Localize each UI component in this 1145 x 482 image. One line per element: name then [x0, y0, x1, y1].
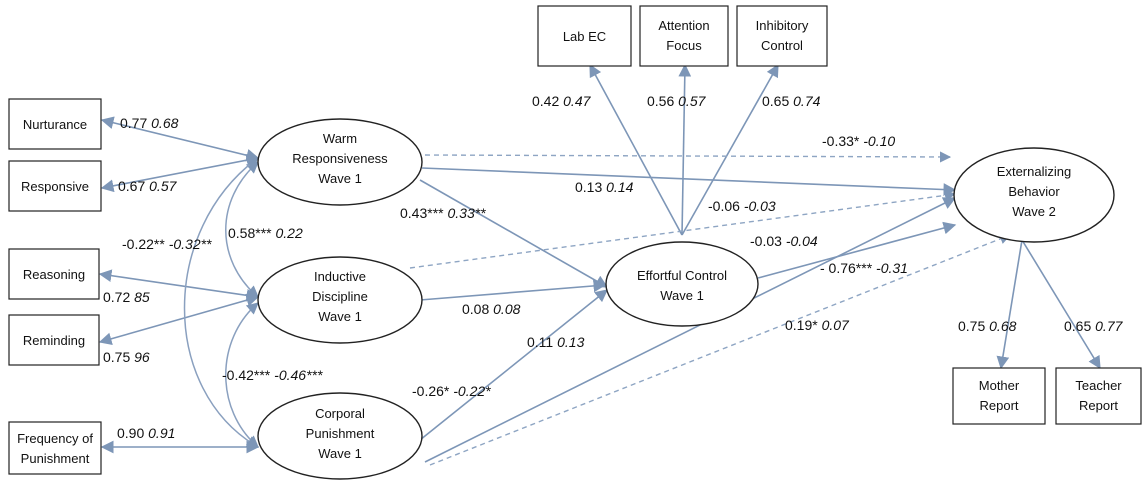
- coef-responsive: 0.67 0.57: [118, 178, 178, 194]
- svg-text:Report: Report: [979, 398, 1018, 413]
- node-corporal-punishment: Corporal Punishment Wave 1: [257, 392, 423, 480]
- coef-warm-ext: 0.13 0.14: [575, 179, 634, 195]
- node-warm-responsiveness: Warm Responsiveness Wave 1: [257, 118, 423, 206]
- inductive-to-reminding-arrow: [98, 294, 260, 345]
- svg-text:Wave 2: Wave 2: [1012, 204, 1056, 219]
- corporal-to-ext-arrow: [424, 197, 957, 463]
- covariance-inductive-corporal: [225, 302, 259, 448]
- svg-text:Mother: Mother: [979, 378, 1020, 393]
- coef-inhibitory-control: 0.65 0.74: [762, 93, 821, 109]
- ext-to-teacher-report-arrow: [1021, 239, 1101, 370]
- svg-text:Punishment: Punishment: [21, 451, 90, 466]
- coef-inductive-ec: 0.08 0.08: [462, 301, 521, 317]
- svg-text:Reasoning: Reasoning: [23, 267, 85, 282]
- svg-text:Warm: Warm: [323, 131, 357, 146]
- svg-text:Wave 1: Wave 1: [660, 288, 704, 303]
- svg-text:Focus: Focus: [666, 38, 702, 53]
- svg-text:Wave 1: Wave 1: [318, 171, 362, 186]
- coef-lab-ec: 0.42 0.47: [532, 93, 592, 109]
- svg-text:Wave 1: Wave 1: [318, 309, 362, 324]
- coef-warm-corporal: -0.22** -0.32**: [122, 236, 212, 252]
- warm-to-nurturance-arrow: [100, 116, 260, 162]
- coef-corporal-ec: -0.26* -0.22*: [412, 383, 491, 399]
- node-effortful-control: Effortful Control Wave 1: [605, 241, 759, 327]
- coef-ec-ext: - 0.76*** -0.31: [820, 260, 908, 276]
- svg-text:Inductive: Inductive: [314, 269, 366, 284]
- node-inhibitory-control: Inhibitory Control: [736, 5, 828, 67]
- svg-text:Teacher: Teacher: [1075, 378, 1122, 393]
- inductive-to-reasoning-arrow: [98, 269, 260, 302]
- ec-to-lab-ec-arrow: [589, 63, 683, 236]
- coef-warm-ec: 0.43*** 0.33**: [400, 205, 486, 221]
- corporal-to-ext-far-dashed-arrow: [429, 233, 1012, 466]
- node-attention-focus: Attention Focus: [639, 5, 729, 67]
- warm-to-ec-arrow: [419, 179, 609, 288]
- node-teacher-report: Teacher Report: [1055, 367, 1142, 425]
- coef-teacher-report: 0.65 0.77: [1064, 318, 1124, 334]
- svg-text:Wave 1: Wave 1: [318, 446, 362, 461]
- coef-reminding: 0.75 96: [103, 349, 150, 365]
- node-reasoning: Reasoning: [8, 248, 100, 300]
- svg-text:Effortful Control: Effortful Control: [637, 268, 727, 283]
- svg-text:Responsive: Responsive: [21, 179, 89, 194]
- warm-to-responsive-arrow: [100, 153, 260, 193]
- node-lab-ec: Lab EC: [537, 5, 632, 67]
- svg-text:Nurturance: Nurturance: [23, 117, 87, 132]
- connectors: [98, 63, 1101, 466]
- coef-warm-inductive: 0.58*** 0.22: [228, 225, 303, 241]
- covariance-warm-corporal: [183, 157, 260, 448]
- svg-text:Externalizing: Externalizing: [997, 164, 1071, 179]
- coef-inductive-ext: -0.06 -0.03: [708, 198, 776, 214]
- svg-text:Corporal: Corporal: [315, 406, 365, 421]
- warm-to-ext-dashed-arrow: [424, 151, 952, 163]
- ec-to-ext-arrow: [757, 221, 957, 279]
- svg-text:Reminding: Reminding: [23, 333, 85, 348]
- node-reminding: Reminding: [8, 314, 100, 366]
- svg-text:Punishment: Punishment: [306, 426, 375, 441]
- svg-text:Inhibitory: Inhibitory: [756, 18, 809, 33]
- coef-corporal-ext-dashed: 0.11 0.13: [527, 334, 585, 350]
- ext-to-mother-report-arrow: [996, 239, 1023, 370]
- node-nurturance: Nurturance: [8, 98, 102, 150]
- coef-corporal-ext: -0.03 -0.04: [750, 233, 818, 249]
- coef-attention-focus: 0.56 0.57: [647, 93, 707, 109]
- coef-reasoning: 0.72 85: [103, 289, 150, 305]
- coef-nurturance: 0.77 0.68: [120, 115, 179, 131]
- svg-text:Lab EC: Lab EC: [563, 29, 606, 44]
- svg-text:Behavior: Behavior: [1008, 184, 1060, 199]
- coef-corporal-ext-far: 0.19* 0.07: [785, 317, 850, 333]
- coef-warm-ext-dashed: -0.33* -0.10: [822, 133, 895, 149]
- svg-text:Attention: Attention: [658, 18, 709, 33]
- corporal-to-ec-arrow: [419, 289, 608, 441]
- inductive-to-ext-dashed-arrow: [409, 189, 957, 269]
- svg-text:Frequency of: Frequency of: [17, 431, 93, 446]
- coef-mother-report: 0.75 0.68: [958, 318, 1017, 334]
- svg-text:Discipline: Discipline: [312, 289, 368, 304]
- node-frequency-of-punishment: Frequency of Punishment: [8, 421, 102, 475]
- covariance-warm-inductive: [225, 161, 259, 298]
- ec-to-attention-focus-arrow: [678, 63, 692, 236]
- ec-to-inhibitory-control-arrow: [681, 63, 779, 236]
- svg-text:Responsiveness: Responsiveness: [292, 151, 388, 166]
- svg-text:Report: Report: [1079, 398, 1118, 413]
- node-responsive: Responsive: [8, 160, 102, 212]
- node-externalizing-behavior: Externalizing Behavior Wave 2: [953, 147, 1115, 243]
- svg-text:Control: Control: [761, 38, 803, 53]
- coef-inductive-corporal: -0.42*** -0.46***: [222, 367, 323, 383]
- inductive-to-ec-arrow: [419, 279, 607, 301]
- warm-to-ext-arrow: [421, 167, 957, 196]
- node-mother-report: Mother Report: [952, 367, 1046, 425]
- coefficient-labels: 0.42 0.47 0.56 0.57 0.65 0.74 0.77 0.68 …: [103, 93, 1124, 441]
- node-inductive-discipline: Inductive Discipline Wave 1: [257, 256, 423, 344]
- coef-frequency-of-punishment: 0.90 0.91: [117, 425, 175, 441]
